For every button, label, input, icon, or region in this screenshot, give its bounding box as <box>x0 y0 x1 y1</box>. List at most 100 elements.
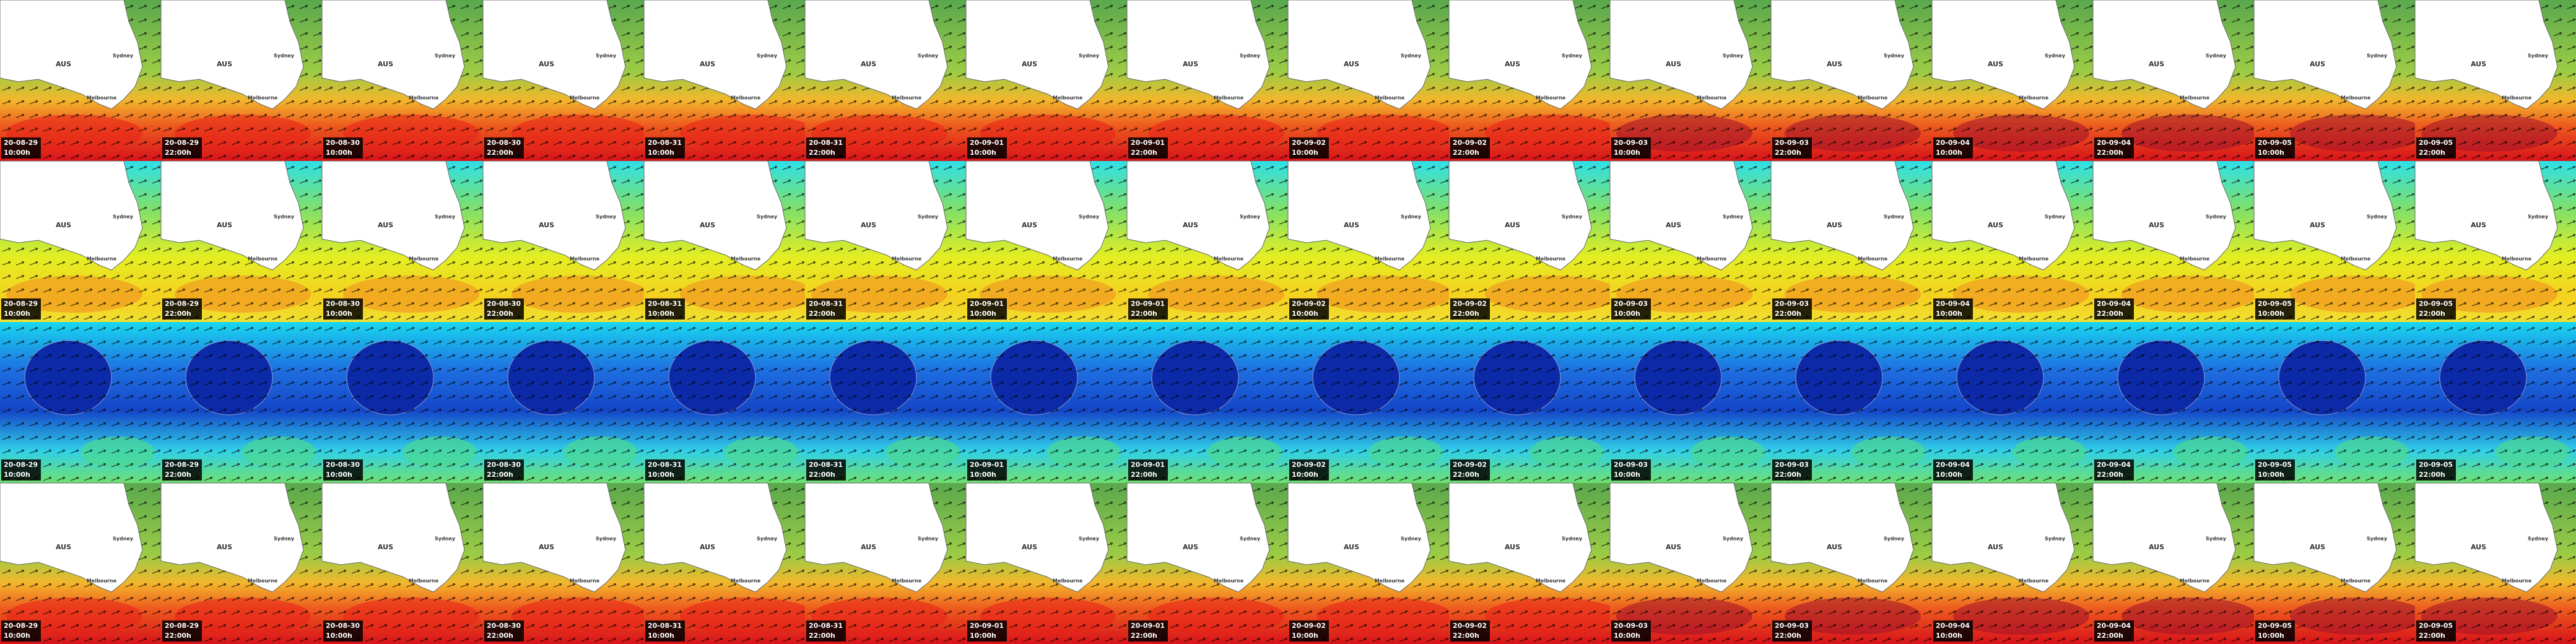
timestamp-box <box>1289 459 1329 481</box>
city-label: Melbourne <box>87 256 117 262</box>
country-label: AUS <box>539 60 554 68</box>
timestamp-date: 20-09-04 <box>1936 622 1970 630</box>
timestamp-time: 22:00h <box>1775 632 1801 640</box>
timestamp-date: 20-08-30 <box>487 300 521 308</box>
country-label: AUS <box>1988 60 2003 68</box>
timestamp-box <box>1 459 41 481</box>
timestamp-time: 22:00h <box>809 632 835 640</box>
timestamp-date: 20-09-01 <box>970 300 1004 308</box>
map-tile: 20-09-04 10:00h <box>1932 322 2093 483</box>
wind-arrows <box>966 322 1127 483</box>
timestamp-box <box>1 298 41 320</box>
land <box>160 160 304 271</box>
timestamp-box <box>484 620 524 642</box>
timestamp-date: 20-09-05 <box>2258 139 2292 147</box>
city-label: Melbourne <box>1858 256 1888 262</box>
timestamp-date: 20-08-29 <box>165 461 199 469</box>
city-label: Melbourne <box>248 95 278 101</box>
city-label: Sydney <box>435 536 456 542</box>
land <box>160 482 304 593</box>
wind-arrows <box>1127 322 1288 483</box>
city-label: Melbourne <box>1375 95 1405 101</box>
land <box>1126 0 1270 110</box>
map-tile: 20-08-30 10:00h <box>322 322 483 483</box>
map-tile: AUS Sydney Melbourne 20-08-29 22:00h <box>160 0 322 161</box>
country-label: AUS <box>700 221 715 229</box>
land <box>482 0 626 110</box>
map-tile: AUS Sydney Melbourne 20-09-05 10:00h <box>2253 160 2426 322</box>
city-label: Melbourne <box>248 578 278 584</box>
city-label: Melbourne <box>1858 95 1888 101</box>
timestamp-time: 10:00h <box>1936 471 1962 479</box>
timestamp-box <box>1450 137 1490 159</box>
city-label: Sydney <box>1401 53 1422 59</box>
map-tile: 20-09-05 22:00h <box>2415 322 2576 483</box>
city-label: Sydney <box>274 53 295 59</box>
timestamp-box <box>645 459 685 481</box>
city-label: Sydney <box>1562 53 1583 59</box>
timestamp-box <box>1772 137 1812 159</box>
timestamp-time: 22:00h <box>1131 471 1157 479</box>
timestamp-date: 20-08-30 <box>487 622 521 630</box>
city-label: Sydney <box>757 214 778 220</box>
city-label: Melbourne <box>731 95 761 101</box>
city-label: Melbourne <box>892 256 922 262</box>
land <box>1609 0 1753 110</box>
map-tile: AUS Sydney Melbourne 20-08-29 10:00h <box>0 482 161 644</box>
timestamp-date: 20-09-05 <box>2258 300 2292 308</box>
timestamp-date: 20-09-02 <box>1453 139 1487 147</box>
map-tile: 20-09-03 10:00h <box>1610 322 1771 483</box>
timestamp-date: 20-09-02 <box>1292 622 1326 630</box>
country-label: AUS <box>700 60 715 68</box>
city-label: Sydney <box>596 214 617 220</box>
timestamp-date: 20-09-05 <box>2419 300 2453 308</box>
land <box>160 0 304 110</box>
land <box>804 160 948 271</box>
land <box>1126 482 1270 593</box>
timestamp-box <box>806 620 846 642</box>
city-label: Sydney <box>274 536 295 542</box>
timestamp-box <box>2255 459 2295 481</box>
timestamp-box <box>2416 137 2456 159</box>
timestamp-box <box>2255 137 2295 159</box>
timestamp-time: 22:00h <box>487 149 513 157</box>
timestamp-time: 10:00h <box>2258 149 2284 157</box>
timestamp-time: 22:00h <box>2097 149 2123 157</box>
country-label: AUS <box>56 543 71 551</box>
map-tile: 20-09-02 22:00h <box>1449 322 1610 483</box>
timestamp-box <box>1611 459 1651 481</box>
city-label: Melbourne <box>1697 256 1727 262</box>
country-label: AUS <box>539 221 554 229</box>
city-label: Melbourne <box>87 95 117 101</box>
timestamp-box <box>1772 620 1812 642</box>
city-label: Sydney <box>757 536 778 542</box>
land <box>1770 482 1914 593</box>
timestamp-box <box>1450 620 1490 642</box>
map-tile: AUS Sydney Melbourne 20-09-03 22:00h <box>1770 160 1932 322</box>
timestamp-box <box>323 459 363 481</box>
timestamp-date: 20-09-01 <box>970 461 1004 469</box>
wind-arrows <box>322 322 483 483</box>
timestamp-box <box>484 459 524 481</box>
timestamp-box <box>1289 620 1329 642</box>
city-label: Sydney <box>2045 536 2066 542</box>
timestamp-box <box>1128 620 1168 642</box>
land <box>482 482 626 593</box>
timestamp-box <box>323 298 363 320</box>
land <box>1609 160 1753 271</box>
city-label: Melbourne <box>409 578 439 584</box>
timestamp-box <box>967 459 1007 481</box>
land <box>1126 160 1270 271</box>
city-label: Sydney <box>435 214 456 220</box>
map-tile: AUS Sydney Melbourne 20-08-29 22:00h <box>160 482 322 644</box>
wind-arrows <box>2415 322 2576 483</box>
wind-arrows <box>644 322 805 483</box>
city-label: Sydney <box>1079 536 1100 542</box>
wind-arrows <box>1288 322 1449 483</box>
wind-arrows <box>805 322 966 483</box>
timestamp-date: 20-08-29 <box>165 139 199 147</box>
timestamp-date: 20-09-02 <box>1292 139 1326 147</box>
map-tile: AUS Sydney Melbourne 20-08-30 10:00h <box>321 160 483 322</box>
timestamp-box <box>645 298 685 320</box>
